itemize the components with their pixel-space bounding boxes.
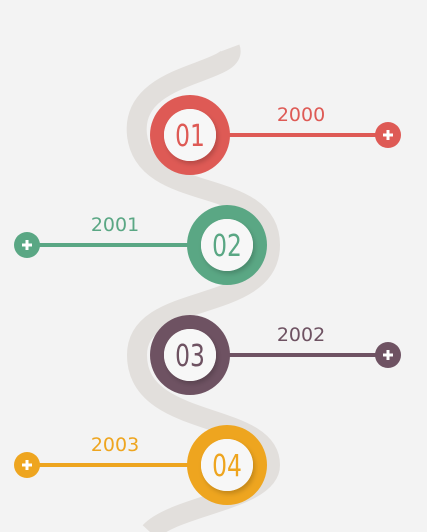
expand-button[interactable]: [375, 122, 401, 148]
plus-icon: [383, 350, 393, 360]
milestone-number: 04: [212, 449, 242, 484]
milestone-04: 2003 04: [14, 425, 267, 505]
timeline-wave-path: [126, 44, 281, 532]
expand-button[interactable]: [375, 342, 401, 368]
milestone-year-label: 2000: [277, 104, 325, 126]
plus-icon: [22, 460, 32, 470]
plus-icon: [22, 240, 32, 250]
milestone-number: 01: [175, 119, 205, 154]
milestone-02: 2001 02: [14, 205, 267, 285]
milestone-year-label: 2002: [277, 324, 325, 346]
milestone-year-label: 2003: [91, 434, 139, 456]
milestone-03: 2002 03: [150, 315, 401, 395]
milestone-number: 03: [175, 339, 205, 374]
expand-button[interactable]: [14, 452, 40, 478]
expand-button[interactable]: [14, 232, 40, 258]
milestone-disc-face: [201, 439, 253, 491]
plus-icon: [383, 130, 393, 140]
milestone-disc-face: [164, 329, 216, 381]
milestone-disc-face: [164, 109, 216, 161]
milestone-disc-face: [201, 219, 253, 271]
milestone-01: 2000 01: [150, 95, 401, 175]
milestone-year-label: 2001: [91, 214, 139, 236]
milestone-number: 02: [212, 229, 242, 264]
